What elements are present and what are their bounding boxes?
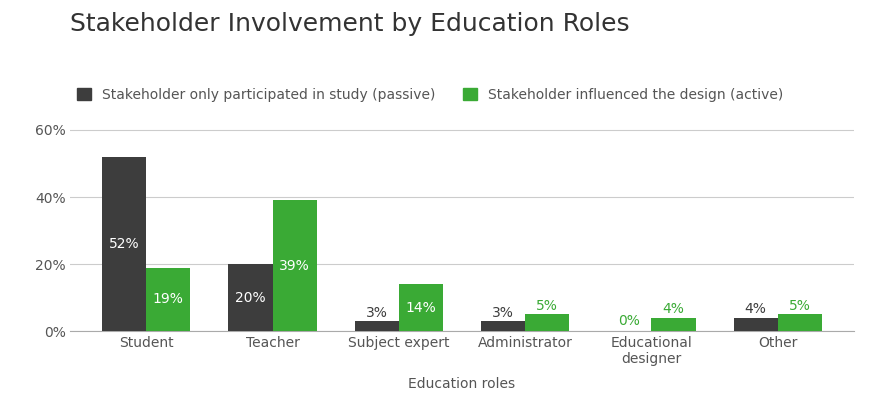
Text: 3%: 3%	[492, 305, 514, 320]
Bar	[146, 267, 190, 331]
Bar	[525, 314, 569, 331]
Legend: Stakeholder only participated in study (passive), Stakeholder influenced the des: Stakeholder only participated in study (…	[77, 88, 784, 102]
Bar	[228, 264, 273, 331]
Text: 4%: 4%	[744, 302, 766, 316]
Bar	[102, 157, 146, 331]
Bar	[778, 314, 822, 331]
Text: Stakeholder Involvement by Education Roles: Stakeholder Involvement by Education Rol…	[70, 12, 630, 36]
Text: 19%: 19%	[153, 292, 184, 306]
Text: 52%: 52%	[109, 237, 139, 251]
Bar	[273, 200, 317, 331]
Bar	[734, 318, 778, 331]
X-axis label: Education roles: Education roles	[408, 377, 516, 391]
Bar	[651, 318, 696, 331]
Bar	[481, 321, 525, 331]
Text: 5%: 5%	[789, 299, 810, 313]
Text: 0%: 0%	[619, 314, 641, 328]
Text: 4%: 4%	[663, 302, 685, 316]
Text: 20%: 20%	[235, 291, 266, 305]
Bar	[355, 321, 399, 331]
Text: 3%: 3%	[366, 305, 388, 320]
Text: 14%: 14%	[406, 301, 436, 315]
Bar	[399, 284, 443, 331]
Text: 39%: 39%	[279, 259, 310, 273]
Text: 5%: 5%	[536, 299, 558, 313]
